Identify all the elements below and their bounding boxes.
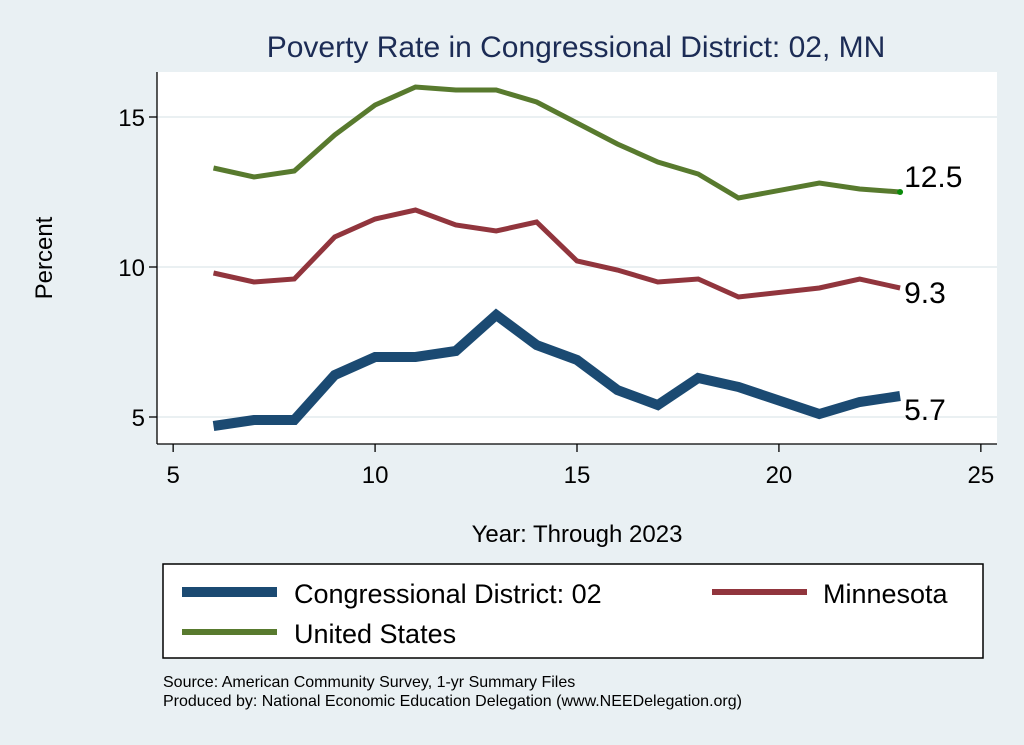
producer-note: Produced by: National Economic Education… <box>163 693 742 710</box>
legend: Congressional District: 02 Minnesota Uni… <box>162 563 984 659</box>
legend-box <box>162 563 984 659</box>
end-point-marker <box>897 189 904 195</box>
x-tick-label: 20 <box>766 462 793 489</box>
chart-title: Poverty Rate in Congressional District: … <box>267 31 886 64</box>
legend-label-congressional-district: Congressional District: 02 <box>294 579 602 609</box>
legend-label-minnesota: Minnesota <box>823 579 949 609</box>
end-value-label: 12.5 <box>904 161 962 194</box>
y-tick-label: 15 <box>118 105 145 132</box>
x-tick-label: 15 <box>564 462 591 489</box>
x-axis-title: Year: Through 2023 <box>472 521 683 548</box>
y-axis-title: Percent <box>31 216 58 299</box>
end-value-label: 5.7 <box>904 394 946 427</box>
legend-label-united-states: United States <box>294 619 456 649</box>
y-tick-label: 10 <box>118 255 145 282</box>
source-note: Source: American Community Survey, 1-yr … <box>163 674 575 691</box>
x-tick-label: 25 <box>967 462 994 489</box>
series-lines <box>212 84 901 431</box>
end-value-label: 9.3 <box>904 277 946 310</box>
x-tick-label: 5 <box>166 462 179 489</box>
end-labels: 5.7 9.3 12.5 <box>897 161 962 427</box>
axes: 5 10 15 5 10 15 20 25 <box>118 72 997 489</box>
y-tick-label: 5 <box>132 405 145 432</box>
x-tick-label: 10 <box>362 462 389 489</box>
